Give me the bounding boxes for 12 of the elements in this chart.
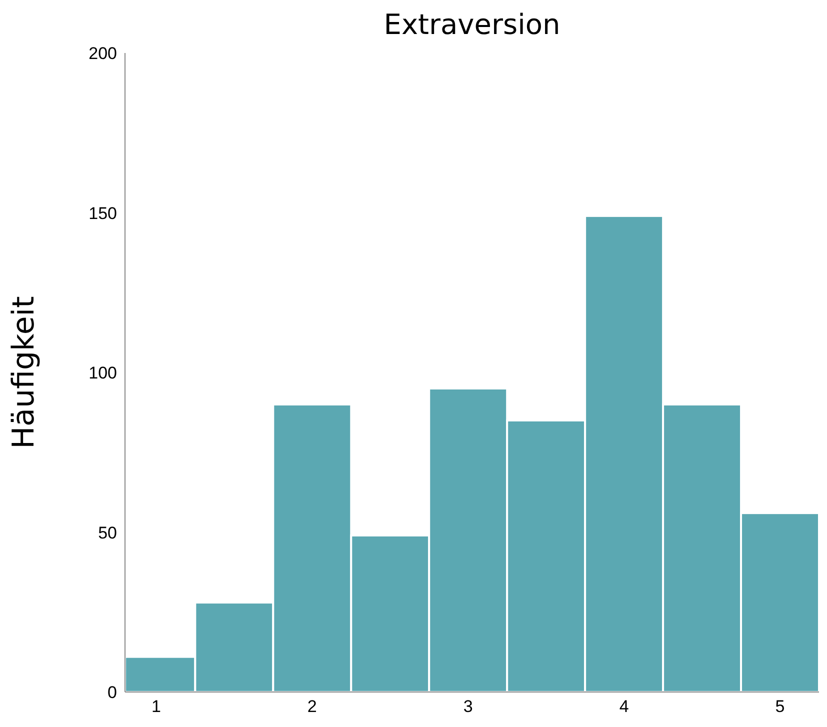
chart-title: Extraversion (382, 8, 562, 41)
y-tick-label: 0 (108, 683, 117, 702)
y-tick-label: 100 (88, 364, 117, 383)
x-tick-label: 3 (463, 697, 473, 716)
y-axis-title: Häufigkeit (6, 296, 42, 449)
y-tick-label: 200 (88, 44, 117, 64)
x-tick-label: 1 (151, 697, 161, 716)
y-tick-label: 150 (88, 204, 117, 223)
x-tick-label: 2 (307, 697, 317, 716)
x-tick-label: 5 (775, 697, 785, 716)
y-tick-label: 50 (98, 523, 117, 542)
x-tick-label: 4 (619, 697, 629, 716)
